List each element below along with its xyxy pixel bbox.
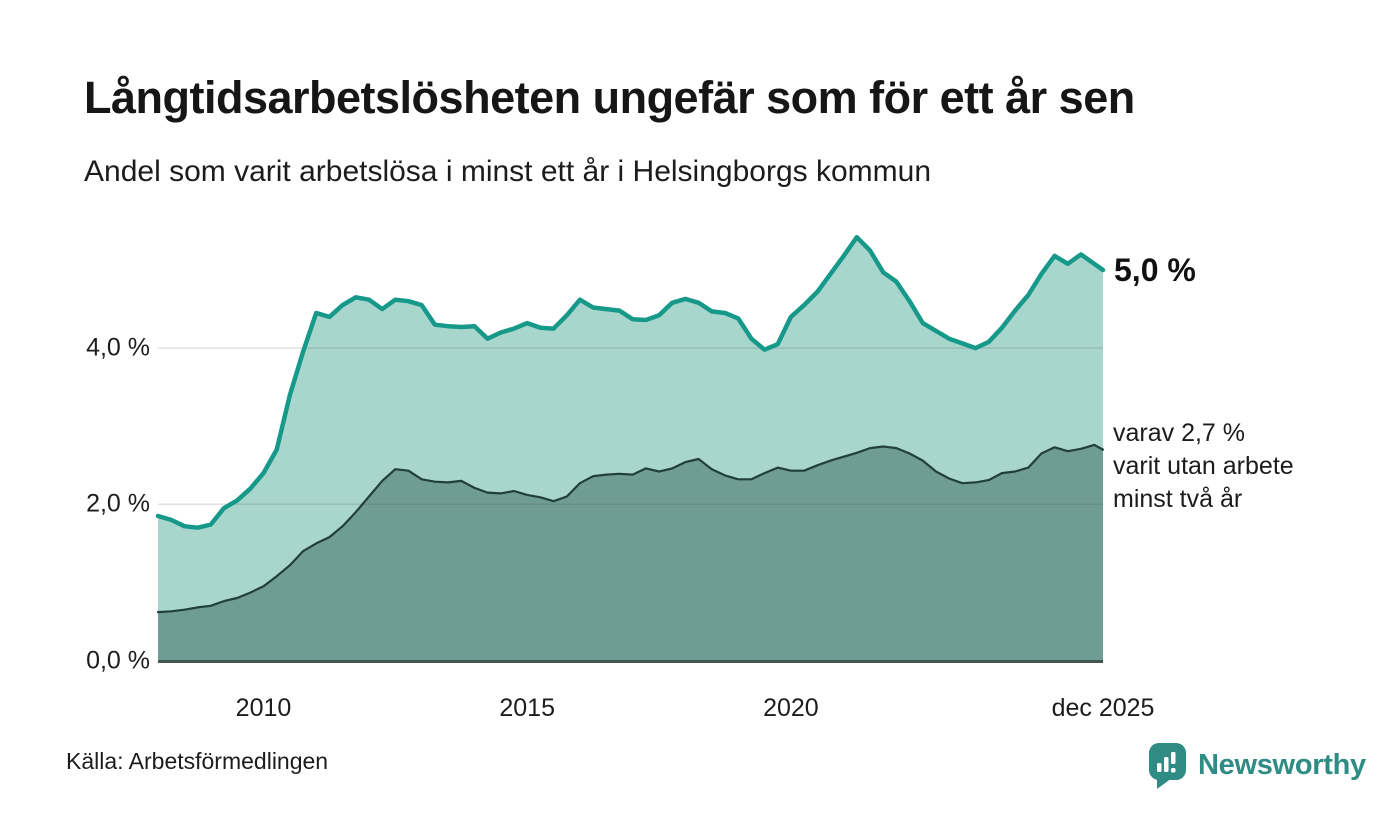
total-end-value-label: 5,0 %: [1114, 252, 1196, 288]
y-tick-label-0: 0,0 %: [86, 646, 150, 674]
y-tick-label-2: 2,0 %: [86, 489, 150, 518]
x-tick-label-2020: 2020: [763, 694, 819, 722]
two-year-end-label-line: varav 2,7 %: [1113, 419, 1246, 447]
x-tick-label-2010: 2010: [235, 694, 292, 722]
page-subtitle: Andel som varit arbetslösa i minst ett å…: [84, 155, 932, 188]
page-title: Långtidsarbetslösheten ungefär som för e…: [84, 72, 1135, 123]
x-tick-label-2015: 2015: [499, 694, 555, 722]
gridlines: [158, 347, 1103, 506]
two-year-end-label-line: varit utan arbete: [1113, 452, 1294, 480]
source-credit: Källa: Arbetsförmedlingen: [66, 748, 329, 774]
brand-logo: Newsworthy: [1147, 740, 1366, 790]
y-tick-label-4: 4,0 %: [86, 333, 150, 362]
total-line: [155, 234, 1106, 530]
two-year-area-fill: [158, 444, 1103, 661]
two-year-end-value-label: varav 2,7 % varit utan arbete minst två år: [1113, 417, 1294, 516]
two-year-line: [156, 443, 1105, 614]
newsworthy-icon: [1149, 743, 1186, 789]
x-tick-label-dec-2025: dec 2025: [1051, 694, 1155, 722]
brand-name: Newsworthy: [1198, 748, 1366, 781]
two-year-end-label-line: minst två år: [1113, 485, 1243, 513]
